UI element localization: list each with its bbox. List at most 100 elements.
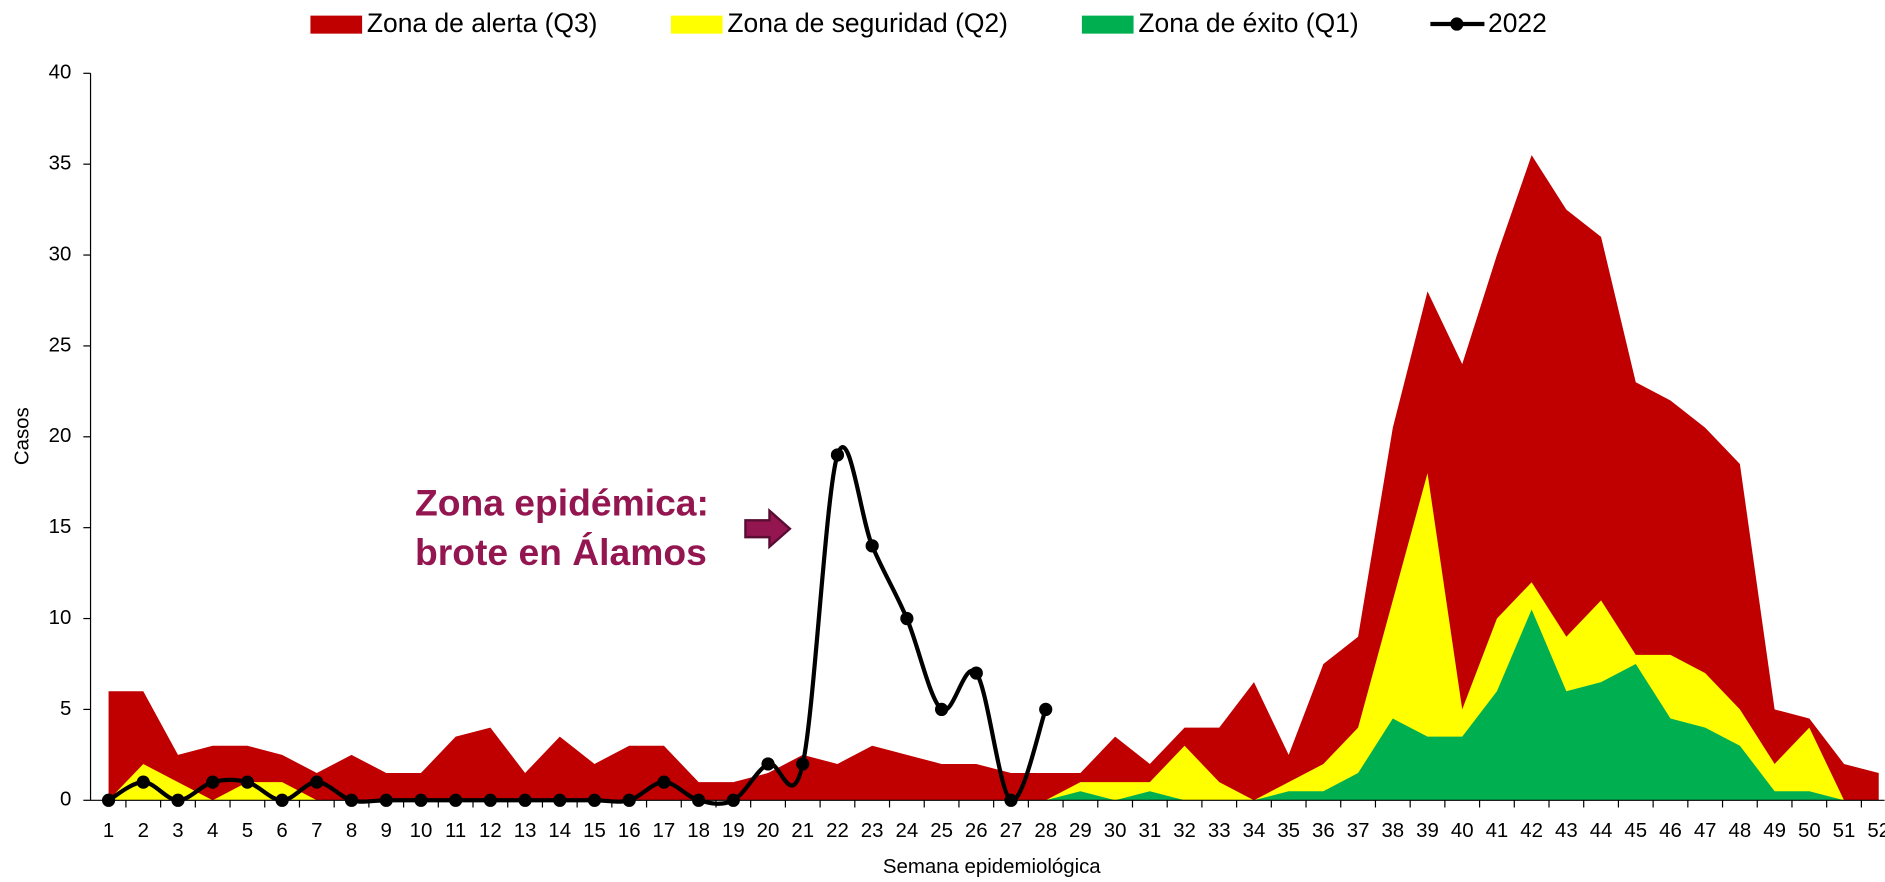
x-tick-label: 6 [276, 820, 287, 842]
x-tick-label: 30 [1104, 820, 1127, 842]
marker [171, 793, 185, 807]
x-tick-label: 5 [242, 820, 253, 842]
x-tick-label: 2 [138, 820, 149, 842]
x-tick-label: 45 [1624, 820, 1647, 842]
marker [310, 775, 324, 789]
x-axis-label: Semana epidemiológica [883, 856, 1101, 878]
y-tick-label: 5 [60, 698, 71, 720]
x-tick-label: 13 [514, 820, 537, 842]
marker [692, 793, 706, 807]
legend-label: Zona de éxito (Q1) [1138, 8, 1358, 38]
annotation: brote en Álamos [415, 531, 707, 573]
x-tick-label: 38 [1381, 820, 1404, 842]
x-tick-label: 33 [1208, 820, 1231, 842]
x-tick-label: 41 [1486, 820, 1509, 842]
marker [275, 793, 289, 807]
x-tick-label: 24 [896, 820, 919, 842]
marker [240, 775, 255, 789]
marker [934, 702, 949, 717]
x-tick-label: 1 [103, 820, 114, 842]
x-tick-label: 52 [1867, 820, 1885, 842]
marker [101, 793, 116, 807]
x-tick-label: 49 [1763, 820, 1786, 842]
legend-swatch [670, 15, 723, 34]
y-tick-label: 20 [49, 425, 72, 447]
x-tick-label: 31 [1138, 820, 1161, 842]
marker [414, 793, 428, 807]
x-tick-label: 20 [757, 820, 780, 842]
x-tick-label: 34 [1243, 820, 1266, 842]
x-tick-label: 42 [1520, 820, 1543, 842]
y-axis-label: Casos [12, 407, 34, 465]
marker [1039, 702, 1053, 717]
marker [1004, 793, 1018, 807]
marker [969, 666, 983, 680]
marker [587, 793, 602, 807]
x-tick-label: 50 [1798, 820, 1821, 842]
x-tick-label: 7 [311, 820, 322, 842]
x-tick-label: 32 [1173, 820, 1196, 842]
legend-swatch [1081, 15, 1134, 34]
marker [344, 793, 359, 807]
x-tick-label: 26 [965, 820, 988, 842]
marker [553, 793, 567, 807]
x-tick-label: 36 [1312, 820, 1335, 842]
x-tick-label: 25 [930, 820, 953, 842]
x-tick-label: 19 [722, 820, 745, 842]
y-tick-label: 40 [49, 62, 72, 84]
x-tick-label: 10 [410, 820, 433, 842]
annotation-arrow [744, 508, 792, 550]
x-tick-label: 22 [826, 820, 849, 842]
x-tick-label: 47 [1694, 820, 1717, 842]
y-tick-label: 30 [49, 243, 72, 265]
x-tick-label: 40 [1451, 820, 1474, 842]
x-tick-label: 9 [381, 820, 392, 842]
y-tick-label: 25 [49, 334, 72, 356]
x-tick-label: 11 [445, 820, 466, 842]
x-tick-label: 18 [687, 820, 710, 842]
area [108, 473, 1879, 801]
x-tick-label: 8 [346, 820, 357, 842]
y-tick-label: 0 [60, 789, 71, 811]
marker [761, 757, 775, 771]
x-tick-label: 12 [479, 820, 502, 842]
x-tick-label: 21 [791, 820, 814, 842]
x-tick-label: 48 [1729, 820, 1752, 842]
marker [622, 793, 636, 807]
annotation: Zona epidémica: [415, 482, 709, 524]
marker [136, 775, 150, 789]
x-tick-label: 3 [172, 820, 183, 842]
x-tick-label: 28 [1034, 820, 1057, 842]
marker [379, 793, 393, 807]
legend-label: 2022 [1488, 8, 1547, 38]
legend-label: Zona de seguridad (Q2) [727, 8, 1008, 38]
x-tick-label: 44 [1590, 820, 1613, 842]
marker [483, 793, 497, 807]
x-tick-label: 15 [583, 820, 606, 842]
marker [518, 793, 532, 807]
x-tick-label: 37 [1347, 820, 1370, 842]
x-tick-label: 4 [207, 820, 218, 842]
x-tick-label: 35 [1277, 820, 1300, 842]
x-tick-label: 29 [1069, 820, 1092, 842]
x-tick-label: 17 [653, 820, 676, 842]
marker [830, 448, 845, 462]
legend-label: Zona de alerta (Q3) [367, 8, 598, 38]
marker [726, 793, 740, 807]
marker [657, 775, 671, 789]
x-tick-label: 43 [1555, 820, 1578, 842]
marker [865, 539, 879, 553]
x-tick-label: 27 [1000, 820, 1023, 842]
x-tick-label: 16 [618, 820, 641, 842]
y-tick-label: 10 [49, 607, 72, 629]
x-tick-label: 51 [1833, 820, 1856, 842]
x-tick-label: 46 [1659, 820, 1682, 842]
x-tick-label: 14 [548, 820, 571, 842]
marker [796, 757, 810, 771]
marker [900, 611, 914, 626]
x-tick-label: 23 [861, 820, 884, 842]
area [108, 609, 1879, 801]
legend-swatch [1450, 17, 1464, 31]
y-tick-label: 35 [49, 153, 72, 175]
